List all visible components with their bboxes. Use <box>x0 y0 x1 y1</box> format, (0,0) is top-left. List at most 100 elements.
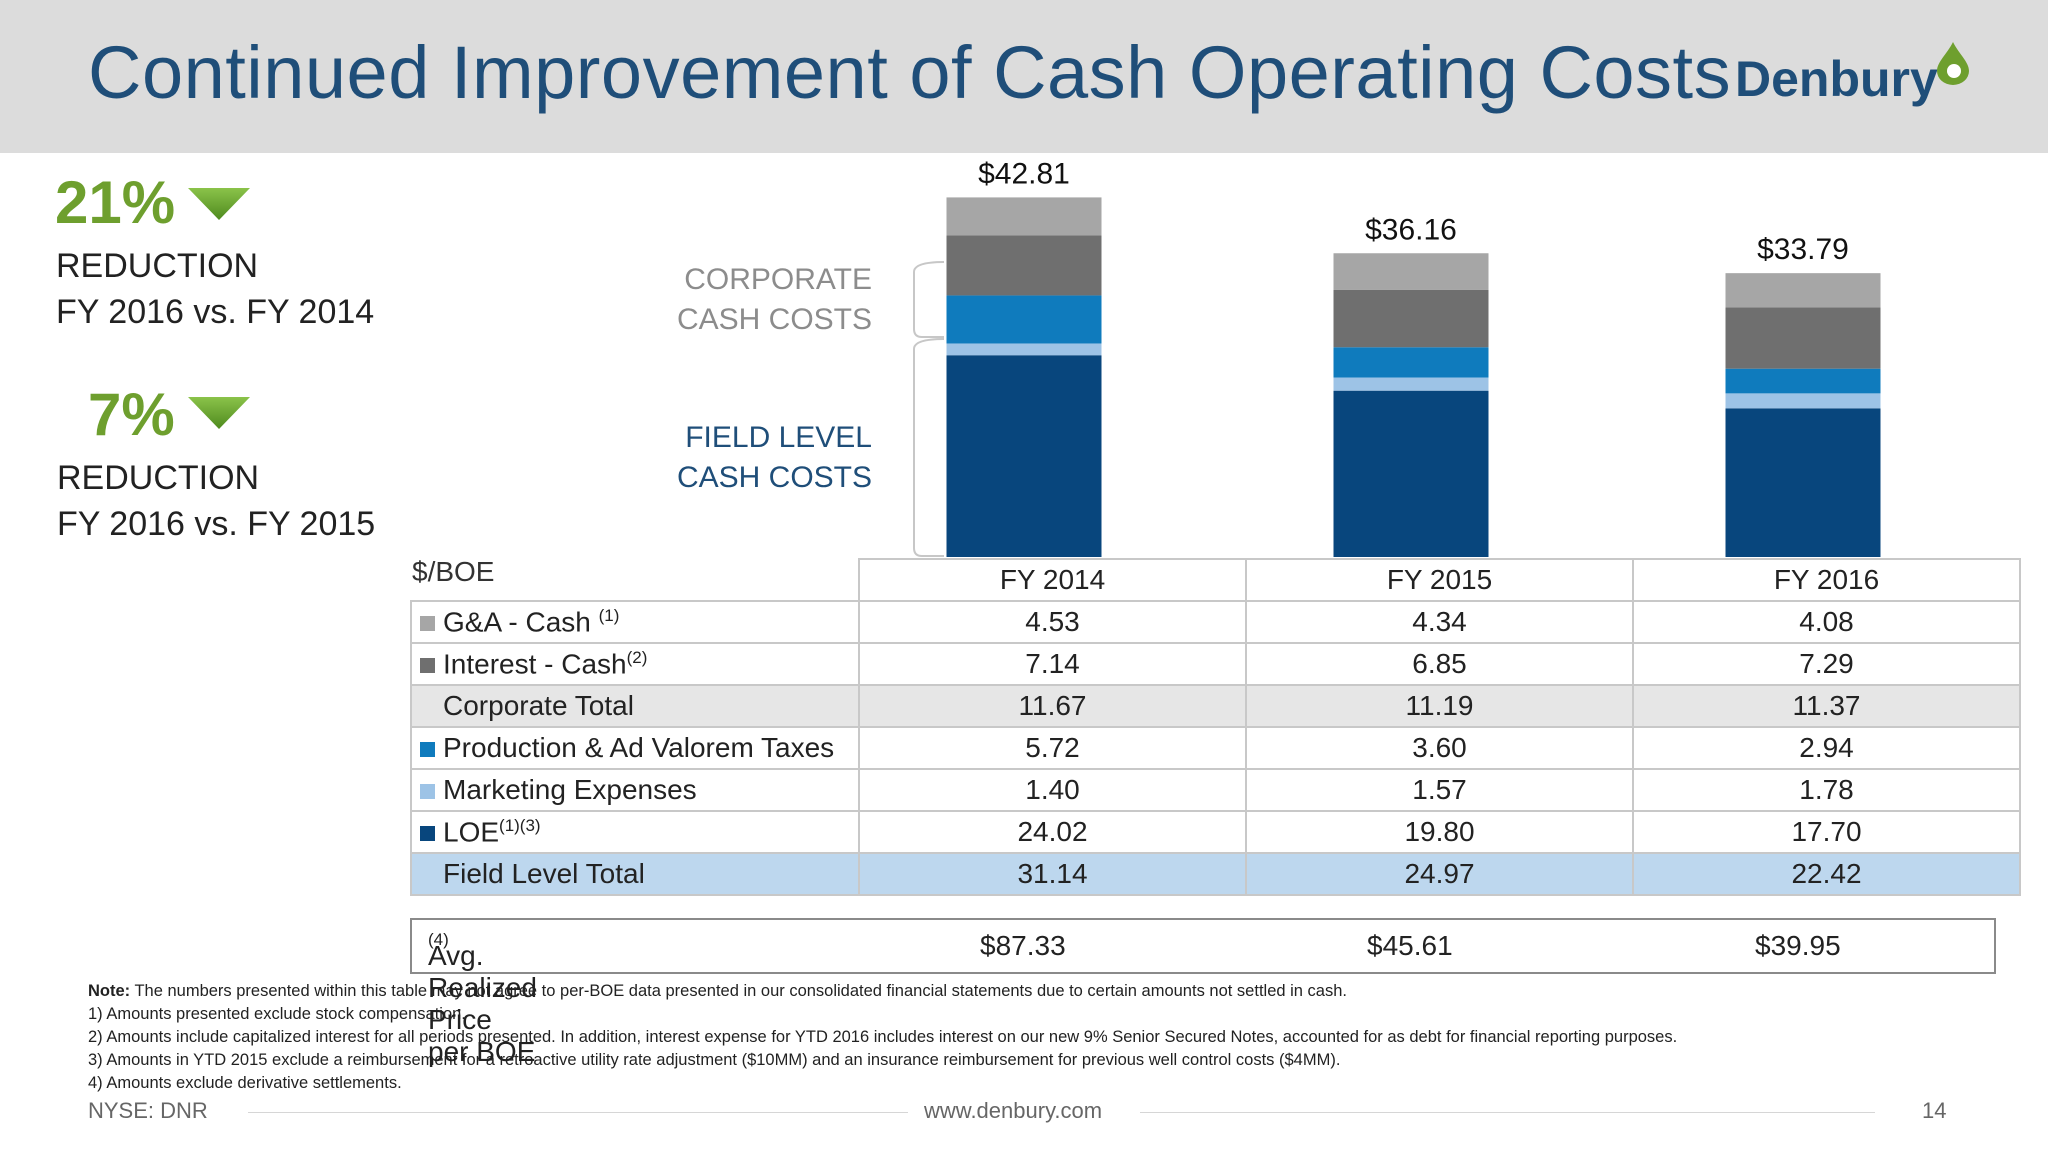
down-arrow-icon <box>188 188 250 220</box>
row-label-text: G&A - Cash <box>443 606 591 638</box>
row-label: Marketing Expenses <box>410 768 860 812</box>
bar-segment-loe <box>1333 390 1489 557</box>
footnote-ref: (4) <box>428 930 449 949</box>
page-title: Continued Improvement of Cash Operating … <box>88 31 1732 114</box>
note-line: Note: The numbers presented within this … <box>88 980 1677 1003</box>
row-label: G&A - Cash (1) <box>410 600 860 644</box>
table-cell: 4.53 <box>858 600 1247 644</box>
table-cell: 1.40 <box>858 768 1247 812</box>
bar-segment-interest-cash <box>1333 289 1489 348</box>
avg-price-value: $87.33 <box>980 930 1066 961</box>
footer-ticker: NYSE: DNR <box>88 1098 208 1123</box>
corporate-total-row: Corporate Total 11.67 11.19 11.37 <box>410 684 2021 728</box>
table-cell: 11.37 <box>1632 684 2021 728</box>
corporate-cash-costs-label: CORPORATE CASH COSTS <box>672 260 872 340</box>
bar-segment-g-a-cash <box>1725 273 1881 308</box>
label-line: FIELD LEVEL <box>685 421 872 454</box>
bar-total-label: $42.81 <box>978 157 1070 190</box>
row-label-text: Interest - Cash <box>443 648 627 680</box>
kpi-percent-2015: 7% <box>88 381 175 448</box>
table-corner <box>411 559 859 601</box>
cost-table: FY 2014 FY 2015 FY 2016 G&A - Cash (1) 4… <box>410 558 2021 896</box>
table-cell: 19.80 <box>1245 810 1634 854</box>
table-row: LOE(1)(3) 24.02 19.80 17.70 <box>410 810 2021 854</box>
corporate-brace <box>913 261 945 338</box>
row-label: Field Level Total <box>410 852 860 896</box>
unit-label: $/BOE <box>412 556 495 587</box>
bar-segment-production-ad-valorem-taxes <box>946 295 1102 344</box>
note-line: 2) Amounts include capitalized interest … <box>88 1028 1678 1046</box>
table-cell: 4.34 <box>1245 600 1634 644</box>
note-label: Note: <box>88 982 131 1000</box>
legend-swatch <box>420 742 435 758</box>
bar-segment-marketing-expenses <box>1333 377 1489 391</box>
legend-swatch <box>420 658 435 674</box>
kpi-label-2: REDUCTION FY 2016 vs. FY 2015 <box>57 455 375 547</box>
avg-price-value: $39.95 <box>1755 930 1841 961</box>
table-cell: 7.14 <box>858 642 1247 686</box>
avg-price-label: Avg. Realized Price per BOE (4) <box>428 930 537 1067</box>
page-number: 14 <box>1922 1098 1947 1123</box>
kpi-line2: FY 2016 vs. FY 2014 <box>56 293 375 331</box>
table-cell: 4.08 <box>1632 600 2021 644</box>
avg-realized-price-row: Avg. Realized Price per BOE (4) $87.33 $4… <box>410 918 1996 1067</box>
table-row: G&A - Cash (1) 4.53 4.34 4.08 <box>410 600 2021 644</box>
footnotes: Note: The numbers presented within this … <box>88 980 1677 1095</box>
footnote-ref: (1)(3) <box>499 815 541 835</box>
table-cell: 6.85 <box>1245 642 1634 686</box>
bar-segment-production-ad-valorem-taxes <box>1725 368 1881 394</box>
column-header: FY 2014 <box>858 558 1247 602</box>
bar-total-label: $33.79 <box>1757 233 1849 266</box>
legend-swatch <box>420 616 435 632</box>
table-cell: 11.19 <box>1245 684 1634 728</box>
note-line: 1) Amounts presented exclude stock compe… <box>88 1005 466 1023</box>
legend-swatch <box>420 784 435 800</box>
field-level-total-row: Field Level Total 31.14 24.97 22.42 <box>410 852 2021 896</box>
row-label: Corporate Total <box>410 684 860 728</box>
row-label: Production & Ad Valorem Taxes <box>410 726 860 770</box>
bar-segment-loe <box>946 355 1102 557</box>
company-logo: Denbury <box>1735 51 1938 107</box>
table-cell: 31.14 <box>858 852 1247 896</box>
bar-segment-loe <box>1725 408 1881 557</box>
table-cell: 24.02 <box>858 810 1247 854</box>
column-header: FY 2015 <box>1245 558 1634 602</box>
down-arrow-icon <box>188 397 250 429</box>
bar-segment-production-ad-valorem-taxes <box>1333 347 1489 378</box>
table-cell: 11.67 <box>858 684 1247 728</box>
note-line: 3) Amounts in YTD 2015 exclude a reimbur… <box>88 1051 1341 1069</box>
row-label-text: Marketing Expenses <box>443 774 697 805</box>
field-level-cash-costs-label: FIELD LEVEL CASH COSTS <box>672 418 872 498</box>
kpi-line2: FY 2016 vs. FY 2015 <box>57 505 376 543</box>
table-header-row: FY 2014 FY 2015 FY 2016 <box>411 558 2021 602</box>
note-line: 4) Amounts exclude derivative settlement… <box>88 1074 402 1092</box>
label-line: CASH COSTS <box>676 303 872 336</box>
kpi-line1: REDUCTION <box>56 247 259 285</box>
kpi-percent-2014: 21% <box>55 169 176 236</box>
legend-swatch <box>420 826 435 842</box>
table-cell: 2.94 <box>1632 726 2021 770</box>
field-brace <box>913 338 945 557</box>
kpi-line1: REDUCTION <box>57 459 260 497</box>
table-row: Production & Ad Valorem Taxes 5.72 3.60 … <box>410 726 2021 770</box>
label-line: CASH COSTS <box>676 461 872 494</box>
table-cell: 5.72 <box>858 726 1247 770</box>
table-cell: 22.42 <box>1632 852 2021 896</box>
row-label-text: Production & Ad Valorem Taxes <box>443 732 835 763</box>
drop-logo-icon <box>1937 42 1969 85</box>
column-header: FY 2016 <box>1632 558 2021 602</box>
bar-segment-marketing-expenses <box>1725 393 1881 409</box>
row-label-text: LOE <box>443 816 500 848</box>
footnote-ref: (1) <box>598 605 620 625</box>
footnote-ref: (2) <box>626 647 648 667</box>
row-label: LOE(1)(3) <box>410 810 860 854</box>
table-cell: 17.70 <box>1632 810 2021 854</box>
footer-url[interactable]: www.denbury.com <box>924 1098 1103 1123</box>
footer-divider <box>248 1112 908 1113</box>
bar-segment-g-a-cash <box>946 197 1102 236</box>
bar-total-label: $36.16 <box>1365 213 1457 246</box>
avg-price-value: $45.61 <box>1367 930 1453 961</box>
bar-segment-marketing-expenses <box>946 343 1102 356</box>
table-cell: 7.29 <box>1632 642 2021 686</box>
